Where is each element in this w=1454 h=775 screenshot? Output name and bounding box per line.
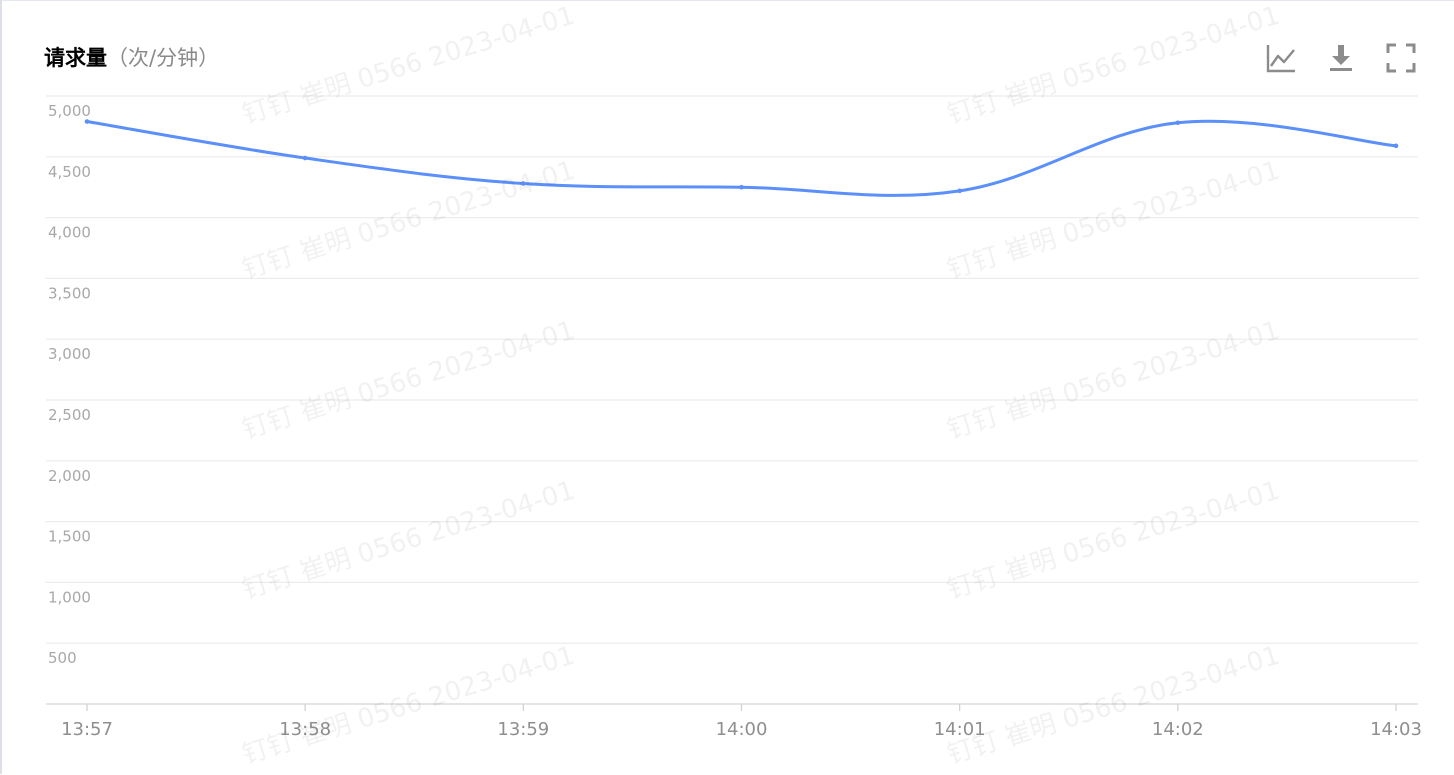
y-tick-label: 1,000 bbox=[48, 588, 91, 606]
x-tick-label: 14:03 bbox=[1370, 719, 1422, 740]
download-icon[interactable] bbox=[1324, 41, 1358, 75]
y-tick-label: 2,500 bbox=[48, 406, 91, 424]
data-point bbox=[739, 184, 744, 190]
x-tick-label: 14:02 bbox=[1152, 719, 1204, 740]
x-tick-label: 13:59 bbox=[497, 719, 549, 740]
data-point bbox=[521, 181, 526, 186]
y-tick-label: 3,000 bbox=[48, 345, 91, 363]
chart-title-unit: （次/分钟） bbox=[107, 46, 220, 70]
y-tick-label: 4,500 bbox=[48, 163, 91, 181]
chart-toolbar bbox=[1264, 41, 1418, 75]
x-tick-label: 14:01 bbox=[934, 719, 986, 740]
y-tick-label: 1,500 bbox=[48, 528, 91, 546]
y-tick-label: 5,000 bbox=[48, 102, 91, 120]
y-tick-label: 3,500 bbox=[48, 284, 91, 302]
chart-title-main: 请求量 bbox=[44, 46, 107, 70]
x-tick-label: 13:57 bbox=[61, 719, 113, 740]
data-point bbox=[1393, 143, 1399, 149]
y-tick-label: 2,000 bbox=[48, 467, 91, 485]
data-point bbox=[957, 188, 962, 194]
chart-title: 请求量（次/分钟） bbox=[44, 43, 219, 73]
data-point bbox=[302, 155, 308, 161]
data-point bbox=[1175, 120, 1181, 126]
fullscreen-icon[interactable] bbox=[1384, 41, 1418, 75]
series-line bbox=[86, 119, 1397, 197]
data-point bbox=[84, 119, 90, 124]
y-tick-label: 4,000 bbox=[48, 224, 91, 242]
x-tick-label: 13:58 bbox=[279, 719, 331, 740]
x-tick-label: 14:00 bbox=[716, 719, 768, 740]
line-chart-icon[interactable] bbox=[1264, 41, 1298, 75]
y-tick-label: 500 bbox=[48, 649, 77, 667]
